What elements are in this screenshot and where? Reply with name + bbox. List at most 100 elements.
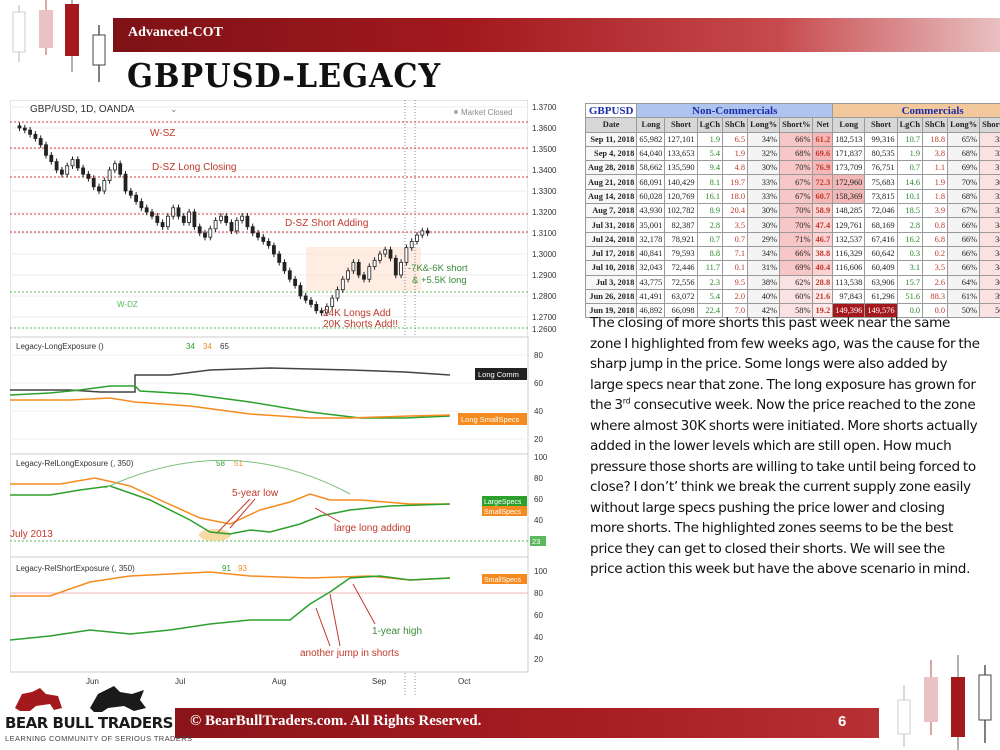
axis-tick: 100	[534, 567, 548, 576]
table-cell: 16.1	[696, 188, 724, 205]
panel3-value: 91	[222, 564, 231, 573]
table-cell: 67,416	[864, 231, 898, 247]
panel1-value: 34	[203, 342, 212, 351]
table-cell: 61.2	[812, 131, 834, 147]
table-cell: 76,751	[864, 160, 898, 176]
table-cell: 10.1	[896, 188, 924, 205]
candle-body	[22, 127, 27, 131]
panel2-value: 58	[216, 459, 225, 468]
price-tick: 1.3200	[532, 208, 557, 217]
candle-body	[346, 270, 351, 280]
table-cell: 20.4	[722, 203, 749, 219]
axis-tick: 60	[534, 379, 543, 388]
group-noncomm: Non-Commercials	[636, 102, 834, 119]
table-cell: 40.4	[812, 260, 834, 276]
table-cell: 69%	[779, 260, 814, 276]
axis-tick: 20	[534, 655, 543, 664]
bear-bull-logo-icon	[15, 686, 146, 712]
table-cell: 64,040	[636, 145, 666, 162]
tag-large-specs-label: LargeSpecs	[484, 499, 522, 506]
axis-tick: 60	[534, 495, 543, 504]
price-tick: 1.2600	[532, 325, 557, 334]
candle-body	[17, 125, 22, 129]
table-cell: Sep 4, 2018	[584, 145, 638, 162]
axis-tick: 60	[534, 611, 543, 620]
status-dot-icon	[454, 110, 458, 114]
table-cell: 149,576	[864, 303, 898, 319]
price-tick: 1.3300	[532, 187, 557, 196]
table-cell: 67%	[779, 174, 814, 190]
table-cell: 1.9	[922, 174, 949, 190]
table-cell: 66%	[947, 217, 981, 233]
price-chart-panel[interactable]: 1.3700 1.3600 1.3500 1.3400 1.3300 1.320…	[9, 99, 565, 695]
table-cell: 0.7	[696, 231, 724, 247]
column-header: Short	[864, 117, 898, 133]
candle-body	[218, 215, 223, 221]
price-tick: 1.2900	[532, 271, 557, 280]
table-cell: 68,169	[864, 217, 898, 233]
table-cell: 58,662	[636, 160, 666, 176]
table-cell: 129,761	[832, 217, 866, 233]
table-cell: 8.8	[696, 245, 724, 262]
table-cell: 0.7	[722, 231, 749, 247]
table-cell: 72,556	[664, 274, 698, 290]
annotation-short-change: -7K&-6K short	[408, 263, 468, 274]
axis-tick: 40	[534, 407, 543, 416]
table-cell: 0.3	[896, 245, 924, 262]
table-cell: 61,296	[864, 288, 898, 305]
table-row: Jul 31, 2018 35,001 82,387 2.8 3.5 30% 70% 47.4…	[584, 217, 1000, 233]
candle-body	[75, 159, 80, 169]
table-cell: Jul 31, 2018	[584, 217, 638, 233]
table-cell: 63,906	[864, 274, 898, 290]
table-cell: Jul 24, 2018	[584, 231, 638, 247]
table-cell: 29%	[747, 231, 781, 247]
table-cell: 2.8	[896, 217, 924, 233]
table-cell: 41,491	[636, 288, 666, 305]
tag-small-specs-short-label: SmallSpecs	[484, 577, 521, 584]
chevron-down-icon[interactable]: ⌄	[170, 104, 178, 114]
table-cell: 69.6	[812, 145, 834, 162]
candle-body	[134, 194, 138, 202]
candle-body	[33, 133, 38, 139]
table-cell: 39%	[979, 288, 1000, 305]
annotation-shorts-add: 20K Shorts Add!!	[323, 319, 398, 330]
table-cell: 67%	[779, 188, 814, 205]
page-title: GBPUSD-LEGACY	[127, 56, 442, 95]
table-cell: 8.9	[696, 203, 724, 219]
table-cell: 60.7	[812, 188, 834, 205]
commentary-sup: rd	[622, 396, 631, 406]
candle-body	[356, 261, 361, 276]
candle-body	[192, 211, 197, 228]
table-row: Jun 19, 2018 46,892 66,098 22.4 7.0 42% 58% 19.…	[584, 303, 1000, 319]
column-header: Short%	[779, 117, 814, 133]
candle-body	[287, 270, 292, 280]
table-cell: 11.7	[696, 260, 724, 276]
price-tick: 1.3700	[532, 103, 557, 112]
footer-bar	[175, 708, 879, 738]
tag-long-comm-label: Long Comm	[478, 370, 519, 379]
candle-body	[303, 295, 308, 301]
column-header: LgCh	[696, 117, 724, 133]
table-cell: 76.9	[812, 160, 834, 176]
table-cell: 132,537	[832, 231, 866, 247]
symbol-label: GBP/USD, 1D, OANDA	[30, 104, 135, 115]
table-cell: 70%	[947, 174, 981, 190]
table-cell: 1.9	[696, 131, 724, 147]
table-cell: 72,446	[664, 260, 698, 276]
axis-tick: 20	[534, 435, 543, 444]
table-cell: 60,028	[636, 188, 666, 205]
table-cell: 69%	[947, 160, 981, 176]
table-cell: 18.8	[922, 131, 949, 147]
table-row: Aug 7, 2018 43,930 102,782 8.9 20.4 30% 70% 58.…	[584, 203, 1000, 219]
table-cell: Jun 26, 2018	[584, 288, 638, 305]
table-cell: 50%	[979, 303, 1000, 319]
candle-body	[107, 169, 112, 181]
candle-body	[165, 215, 170, 228]
tag-large-specs	[482, 496, 527, 506]
table-cell: 5.4	[696, 288, 724, 305]
table-cell: 30%	[747, 160, 781, 176]
table-cell: 32,043	[636, 260, 666, 276]
candle-body	[335, 289, 340, 299]
table-cell: 116,329	[832, 245, 866, 262]
table-cell: 30%	[747, 217, 781, 233]
